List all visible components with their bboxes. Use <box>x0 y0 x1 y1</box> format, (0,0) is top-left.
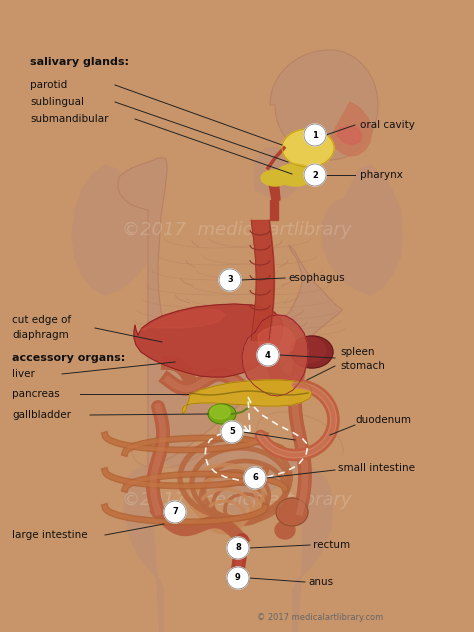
Text: stomach: stomach <box>340 361 385 371</box>
Text: rectum: rectum <box>313 540 350 550</box>
Ellipse shape <box>276 164 314 186</box>
Ellipse shape <box>291 336 333 368</box>
Text: pharynx: pharynx <box>360 170 403 180</box>
Text: sublingual: sublingual <box>30 97 84 107</box>
Text: salivary glands:: salivary glands: <box>30 57 129 67</box>
Text: ©2017  medicalartlibrary: ©2017 medicalartlibrary <box>122 221 352 239</box>
Polygon shape <box>118 158 342 465</box>
Text: esophagus: esophagus <box>288 273 345 283</box>
Polygon shape <box>268 178 280 200</box>
Text: 6: 6 <box>252 473 258 482</box>
Text: 9: 9 <box>235 573 241 583</box>
Ellipse shape <box>291 337 326 363</box>
Polygon shape <box>72 165 154 295</box>
Circle shape <box>227 567 249 589</box>
Circle shape <box>244 467 266 489</box>
Text: 8: 8 <box>235 544 241 552</box>
Text: spleen: spleen <box>340 347 374 357</box>
Text: duodenum: duodenum <box>355 415 411 425</box>
Ellipse shape <box>282 129 334 167</box>
Polygon shape <box>124 465 163 632</box>
Circle shape <box>227 537 249 559</box>
Text: 1: 1 <box>312 130 318 140</box>
Polygon shape <box>293 465 332 632</box>
Circle shape <box>219 269 241 291</box>
Circle shape <box>304 124 326 146</box>
Polygon shape <box>134 304 283 377</box>
Polygon shape <box>140 309 225 330</box>
Ellipse shape <box>210 405 230 419</box>
Ellipse shape <box>208 404 236 424</box>
Polygon shape <box>182 380 312 414</box>
Ellipse shape <box>275 521 295 539</box>
Polygon shape <box>337 126 362 145</box>
Circle shape <box>164 501 186 523</box>
Text: large intestine: large intestine <box>12 530 88 540</box>
Text: accessory organs:: accessory organs: <box>12 353 125 363</box>
Text: 5: 5 <box>229 427 235 437</box>
Polygon shape <box>330 102 372 156</box>
Text: pancreas: pancreas <box>12 389 60 399</box>
Text: small intestine: small intestine <box>338 463 415 473</box>
Text: anus: anus <box>308 577 333 587</box>
Polygon shape <box>255 148 295 198</box>
Polygon shape <box>242 315 308 396</box>
Ellipse shape <box>261 170 289 186</box>
Text: © 2017 medicalartlibrary.com: © 2017 medicalartlibrary.com <box>257 613 383 622</box>
Polygon shape <box>258 326 295 354</box>
Polygon shape <box>322 165 402 295</box>
Circle shape <box>257 344 279 366</box>
Text: 4: 4 <box>265 351 271 360</box>
Text: 3: 3 <box>227 276 233 284</box>
Text: liver: liver <box>12 369 35 379</box>
Ellipse shape <box>276 498 308 526</box>
Text: 2: 2 <box>312 171 318 179</box>
Text: 7: 7 <box>172 507 178 516</box>
Polygon shape <box>270 200 278 220</box>
Circle shape <box>221 421 243 443</box>
Polygon shape <box>270 50 378 160</box>
Text: submandibular: submandibular <box>30 114 109 124</box>
Circle shape <box>304 164 326 186</box>
Ellipse shape <box>230 577 246 587</box>
Text: parotid: parotid <box>30 80 67 90</box>
Text: oral cavity: oral cavity <box>360 120 415 130</box>
Ellipse shape <box>227 573 249 587</box>
Text: cut edge of: cut edge of <box>12 315 71 325</box>
Text: ©2017  medicalartlibrary: ©2017 medicalartlibrary <box>122 491 352 509</box>
Polygon shape <box>148 432 303 516</box>
Text: diaphragm: diaphragm <box>12 330 69 340</box>
Text: gallbladder: gallbladder <box>12 410 71 420</box>
